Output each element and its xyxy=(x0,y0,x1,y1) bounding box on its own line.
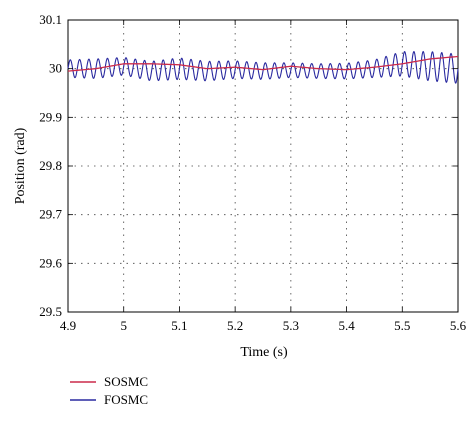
series-layer xyxy=(67,50,459,84)
y-axis-label: Position (rad) xyxy=(13,127,28,204)
x-axis-label: Time (s) xyxy=(240,345,288,360)
x-tick-label: 5.1 xyxy=(171,318,187,333)
legend: SOSMC FOSMC xyxy=(70,374,148,407)
series-line-sosmc xyxy=(67,55,459,72)
y-tick-label: 29.8 xyxy=(39,158,62,173)
x-tick-label: 5.2 xyxy=(227,318,243,333)
x-tick-label: 4.9 xyxy=(60,318,76,333)
x-tick-label: 5.5 xyxy=(394,318,410,333)
y-ticks: 29.5 29.6 29.7 29.8 29.9 30 30.1 xyxy=(39,12,458,319)
y-tick-label: 29.5 xyxy=(39,304,62,319)
x-tick-label: 5.3 xyxy=(283,318,299,333)
y-tick-label: 29.9 xyxy=(39,109,62,124)
y-tick-label: 29.6 xyxy=(39,255,62,270)
legend-label-sosmc: SOSMC xyxy=(104,374,148,389)
x-tick-label: 5.4 xyxy=(338,318,355,333)
series-line-fosmc xyxy=(67,50,459,84)
y-tick-label: 30 xyxy=(49,61,62,76)
legend-label-fosmc: FOSMC xyxy=(104,392,148,407)
x-tick-label: 5 xyxy=(120,318,127,333)
y-tick-label: 29.7 xyxy=(39,207,62,222)
x-ticks: 4.9 5 5.1 5.2 5.3 5.4 5.5 5.6 xyxy=(60,20,467,333)
y-tick-label: 30.1 xyxy=(39,12,62,27)
x-tick-label: 5.6 xyxy=(450,318,467,333)
